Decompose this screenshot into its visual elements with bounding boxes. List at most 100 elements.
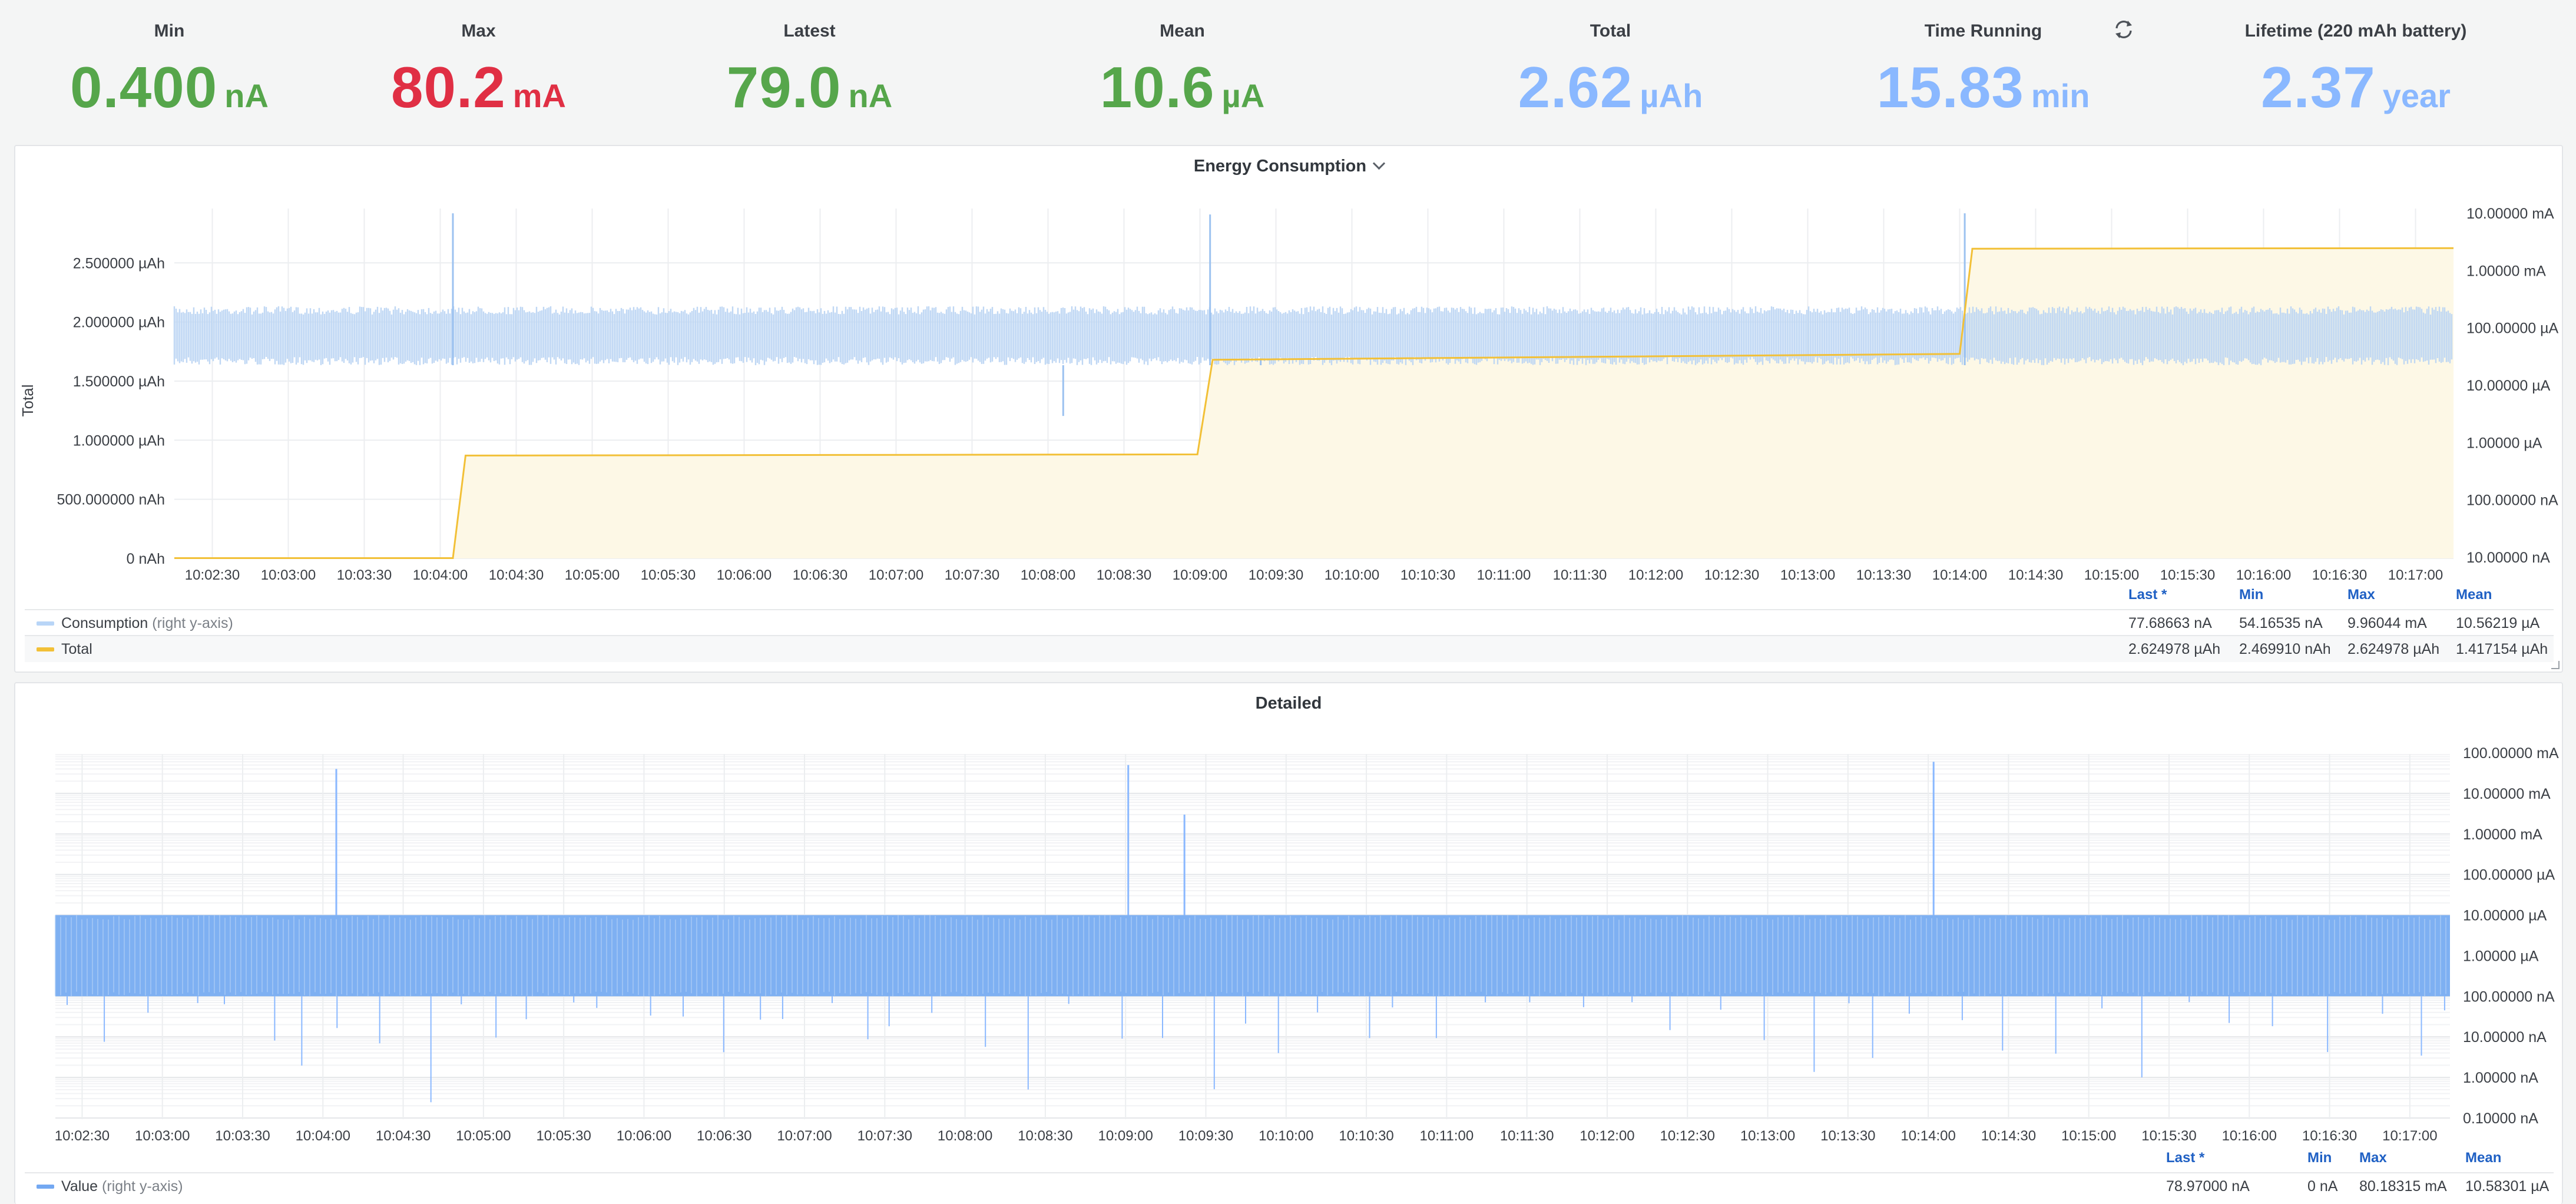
stat-title: Min: [154, 21, 185, 41]
stat-title: Mean: [1160, 21, 1205, 41]
series-name: Consumption: [61, 615, 148, 631]
time-tick-label: 10:17:00: [2388, 567, 2443, 583]
time-tick-label: 10:08:30: [1097, 567, 1151, 583]
time-tick-label: 10:10:30: [1339, 1128, 1393, 1144]
detailed-chart: 0.10000 nA 1.00000 nA 10.00000 nA 100.00000…: [55, 745, 2559, 1144]
legend-value-mean: 1.417154 µAh: [2456, 641, 2548, 657]
time-tick-label: 10:04:30: [489, 567, 544, 583]
stat-max[interactable]: Max 80.2 mA: [309, 0, 648, 135]
panel-title[interactable]: Energy Consumption: [15, 157, 2562, 176]
legend-header-min[interactable]: Min: [2307, 1150, 2332, 1166]
time-tick-label: 10:07:00: [869, 567, 923, 583]
legend-row-value[interactable]: Value (right y-axis) 78.97000 nA 0 nA 80…: [25, 1172, 2554, 1199]
left-axis-label: Total: [19, 385, 37, 417]
stat-title: Total: [1590, 21, 1631, 41]
time-tick-label: 10:16:30: [2312, 567, 2367, 583]
stat-value: 15.83 min: [1814, 54, 2153, 121]
axis-note: (right y-axis): [152, 615, 233, 631]
left-tick-label: 1.000000 µAh: [73, 432, 165, 449]
legend-header-mean[interactable]: Mean: [2456, 587, 2492, 603]
time-tick-label: 10:02:30: [55, 1128, 110, 1144]
stat-value: 10.6 µA: [1013, 54, 1352, 121]
time-tick-label: 10:10:30: [1400, 567, 1455, 583]
stat-title: Latest: [783, 21, 836, 41]
left-tick-label: 2.500000 µAh: [73, 255, 165, 272]
legend-value-last: 2.624978 µAh: [2128, 641, 2221, 657]
stat-total[interactable]: Total 2.62 µAh: [1441, 0, 1780, 135]
time-tick-label: 10:05:30: [536, 1128, 591, 1144]
time-tick-label: 10:12:00: [1628, 567, 1683, 583]
time-tick-label: 10:13:00: [1780, 567, 1835, 583]
legend-value-max: 80.18315 mA: [2359, 1178, 2447, 1195]
stat-title: Max: [461, 21, 496, 41]
value-series-texture: [55, 915, 2446, 997]
legend-value-min: 0 nA: [2307, 1178, 2338, 1195]
stat-unit: mA: [512, 77, 566, 114]
time-tick-label: 10:06:00: [717, 567, 772, 583]
energy-chart: 0 nAh 500.000000 nAh 1.000000 µAh 1.500000 …: [19, 206, 2559, 583]
stat-number: 10.6: [1100, 55, 1215, 120]
stat-time-running[interactable]: Time Running 15.83 min: [1814, 0, 2153, 135]
right-tick-label: 1.00000 mA: [2463, 826, 2542, 843]
panel-resize-handle-icon[interactable]: [2551, 661, 2560, 669]
stat-unit: µAh: [1640, 77, 1703, 114]
axis-note: (right y-axis): [102, 1178, 183, 1195]
time-tick-label: 10:09:00: [1098, 1128, 1153, 1144]
right-tick-label: 10.00000 mA: [2463, 786, 2551, 802]
time-tick-label: 10:08:00: [1021, 567, 1075, 583]
legend-value-last: 78.97000 nA: [2166, 1178, 2250, 1195]
stat-title: Time Running: [1924, 21, 2042, 41]
legend-series-name: Consumption (right y-axis): [61, 615, 233, 632]
time-tick-label: 10:13:30: [1820, 1128, 1875, 1144]
time-tick-label: 10:13:00: [1740, 1128, 1795, 1144]
stat-unit: nA: [224, 77, 269, 114]
legend-row-total[interactable]: Total 2.624978 µAh 2.469910 nAh 2.624978…: [25, 635, 2554, 662]
stat-number: 15.83: [1876, 55, 2024, 120]
time-tick-label: 10:15:30: [2141, 1128, 2196, 1144]
time-tick-label: 10:14:30: [1981, 1128, 2036, 1144]
time-tick-label: 10:12:30: [1660, 1128, 1715, 1144]
time-tick-label: 10:15:00: [2084, 567, 2139, 583]
stat-number: 0.400: [70, 55, 218, 120]
legend-header-mean[interactable]: Mean: [2465, 1150, 2502, 1166]
energy-consumption-panel: Energy Consumption 0 nAh 500.000000 nAh 1.…: [14, 145, 2563, 673]
time-tick-label: 10:02:30: [185, 567, 240, 583]
stat-title: Lifetime (220 mAh battery): [2244, 21, 2467, 41]
total-series-area: [174, 248, 2454, 558]
legend-header-min[interactable]: Min: [2239, 587, 2264, 603]
stat-unit: nA: [848, 77, 893, 114]
legend-value-mean: 10.56219 µA: [2456, 615, 2540, 631]
stat-lifetime[interactable]: Lifetime (220 mAh battery) 2.37 year: [2185, 0, 2527, 135]
stat-number: 80.2: [391, 55, 506, 120]
panel-title[interactable]: Detailed: [15, 694, 2562, 713]
legend-header-last[interactable]: Last *: [2128, 587, 2167, 603]
time-tick-label: 10:11:00: [1420, 1128, 1474, 1144]
refresh-icon[interactable]: [2112, 18, 2135, 41]
time-tick-label: 10:11:30: [1500, 1128, 1554, 1144]
time-tick-label: 10:03:30: [337, 567, 392, 583]
time-tick-label: 10:14:00: [1932, 567, 1987, 583]
time-tick-label: 10:13:30: [1856, 567, 1911, 583]
stat-min[interactable]: Min 0.400 nA: [0, 0, 339, 135]
right-tick-label: 100.00000 mA: [2463, 745, 2559, 762]
legend-row-consumption[interactable]: Consumption (right y-axis) 77.68663 nA 5…: [25, 609, 2554, 636]
left-tick-label: 1.500000 µAh: [73, 373, 165, 390]
right-tick-label: 1.00000 µA: [2463, 948, 2539, 964]
right-tick-label: 1.00000 mA: [2466, 263, 2546, 279]
right-tick-label: 100.00000 µA: [2463, 867, 2555, 884]
stat-value: 0.400 nA: [0, 54, 339, 121]
legend-header-last[interactable]: Last *: [2166, 1150, 2205, 1166]
stat-mean[interactable]: Mean 10.6 µA: [1013, 0, 1352, 135]
legend-series-name: Value (right y-axis): [61, 1178, 183, 1195]
time-tick-label: 10:05:30: [641, 567, 696, 583]
time-tick-label: 10:14:30: [2008, 567, 2063, 583]
stat-latest[interactable]: Latest 79.0 nA: [640, 0, 979, 135]
stat-value: 80.2 mA: [309, 54, 648, 121]
legend-header-max[interactable]: Max: [2347, 587, 2375, 603]
time-tick-label: 10:06:00: [617, 1128, 671, 1144]
right-tick-label: 1.00000 nA: [2463, 1070, 2538, 1086]
legend-value-mean: 10.58301 µA: [2465, 1178, 2549, 1195]
legend-header-max[interactable]: Max: [2359, 1150, 2387, 1166]
time-tick-label: 10:14:00: [1900, 1128, 1955, 1144]
stat-unit: µA: [1221, 77, 1265, 114]
